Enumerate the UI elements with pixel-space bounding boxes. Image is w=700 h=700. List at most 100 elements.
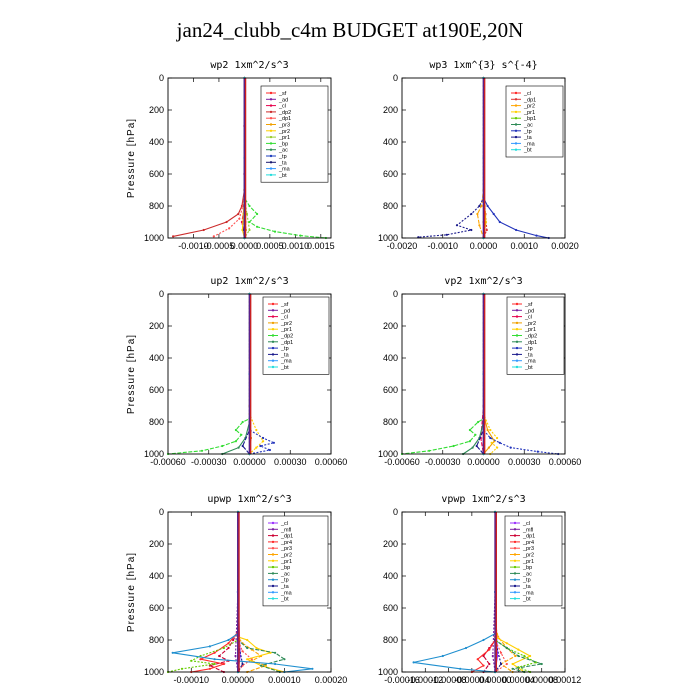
- data-point: [212, 235, 215, 238]
- x-tick-label: -0.00004: [454, 675, 490, 685]
- x-tick-label: 0.00000: [222, 675, 255, 685]
- legend-marker: [513, 528, 517, 531]
- data-point: [199, 658, 202, 661]
- legend-label: _bt: [524, 365, 533, 371]
- data-point: [260, 664, 263, 667]
- legend-marker: [269, 104, 273, 107]
- data-point: [218, 654, 221, 658]
- legend-label: _dp1: [280, 340, 293, 346]
- data-point: [274, 651, 277, 654]
- legend-label: _pr1: [522, 559, 534, 565]
- y-tick-label: 600: [383, 169, 398, 179]
- legend-marker: [269, 167, 273, 170]
- data-point: [540, 662, 543, 666]
- data-point: [222, 662, 225, 666]
- data-point: [499, 662, 503, 666]
- legend-label: _ac: [278, 148, 288, 154]
- data-point: [470, 228, 473, 232]
- legend-marker: [513, 559, 517, 562]
- legend-marker: [271, 584, 275, 588]
- y-tick-label: 1000: [378, 233, 398, 243]
- series-line-dp2: [401, 294, 485, 455]
- data-point: [482, 638, 485, 642]
- legend-marker: [513, 521, 517, 525]
- legend-marker: [271, 521, 275, 525]
- legend-marker: [271, 321, 275, 325]
- y-tick-label: 800: [383, 635, 398, 645]
- x-tick-label: 0.00010: [268, 675, 301, 685]
- data-point: [213, 662, 216, 666]
- data-point: [478, 224, 481, 227]
- x-tick-label: 0.00020: [315, 675, 348, 685]
- legend-label: _pr2: [522, 553, 534, 559]
- legend-label: _bt: [280, 597, 289, 603]
- legend-box: [505, 85, 564, 158]
- legend-marker: [514, 104, 518, 107]
- legend-marker: [271, 328, 275, 331]
- y-tick-label: 400: [383, 137, 398, 147]
- data-point: [228, 227, 231, 230]
- data-point: [505, 642, 508, 645]
- series-line-pr2: [476, 78, 485, 239]
- legend-marker: [269, 129, 273, 132]
- data-point: [256, 225, 259, 228]
- y-tick-label: 800: [149, 417, 164, 427]
- y-tick-label: 200: [149, 105, 164, 115]
- data-point: [489, 428, 492, 432]
- x-tick-label: 0.0020: [551, 241, 579, 251]
- y-tick-label: 400: [149, 353, 164, 363]
- legend-label: _tp: [523, 129, 532, 135]
- data-point: [221, 444, 224, 448]
- plot-frame: [167, 77, 332, 239]
- legend-marker: [514, 129, 518, 132]
- legend-label: _ta: [280, 584, 290, 590]
- legend-marker: [513, 565, 517, 569]
- panel-title: vp2 1xm^2/s^3: [444, 276, 522, 287]
- legend-marker: [271, 540, 275, 544]
- data-point: [412, 661, 415, 664]
- legend-box: [260, 85, 329, 183]
- legend-label: _dp1: [280, 534, 293, 540]
- legend-label: _pr2: [280, 553, 292, 559]
- data-point: [241, 444, 244, 448]
- y-axis-label: Pressure [hPa]: [126, 552, 137, 632]
- legend-marker: [515, 309, 519, 312]
- legend-marker: [271, 346, 275, 350]
- legend-marker: [271, 553, 275, 556]
- data-point: [234, 428, 237, 432]
- legend-label: _cl: [524, 315, 532, 321]
- data-point: [208, 645, 211, 648]
- data-point: [274, 662, 277, 666]
- x-tick-label: -0.00030: [425, 457, 461, 467]
- y-tick-label: 800: [149, 201, 164, 211]
- data-point: [238, 217, 241, 220]
- legend-marker: [514, 135, 518, 139]
- legend-marker: [513, 572, 517, 575]
- legend-label: _dp2: [280, 334, 293, 340]
- data-point: [476, 212, 479, 216]
- legend-label: _cl: [523, 91, 531, 97]
- y-tick-label: 0: [159, 507, 164, 517]
- plot-frame: [401, 511, 566, 673]
- y-tick-label: 0: [159, 289, 164, 299]
- legend-label: _ta: [280, 352, 290, 358]
- data-point: [202, 228, 205, 232]
- y-tick-label: 400: [383, 353, 398, 363]
- data-point: [474, 433, 477, 436]
- legend-label: _ma: [524, 359, 537, 365]
- data-point: [488, 662, 491, 666]
- data-point: [246, 646, 249, 650]
- data-point: [180, 667, 184, 670]
- legend-label: _pr2: [278, 129, 290, 135]
- legend-label: _sf: [524, 302, 533, 308]
- legend-marker: [271, 528, 275, 531]
- legend-label: _bp: [280, 565, 290, 571]
- y-tick-label: 800: [149, 635, 164, 645]
- data-point: [200, 449, 204, 452]
- legend-marker: [514, 98, 518, 101]
- y-tick-label: 1000: [378, 667, 398, 677]
- x-tick-label: 0.00060: [315, 457, 348, 467]
- data-point: [489, 436, 492, 440]
- data-point: [498, 220, 501, 224]
